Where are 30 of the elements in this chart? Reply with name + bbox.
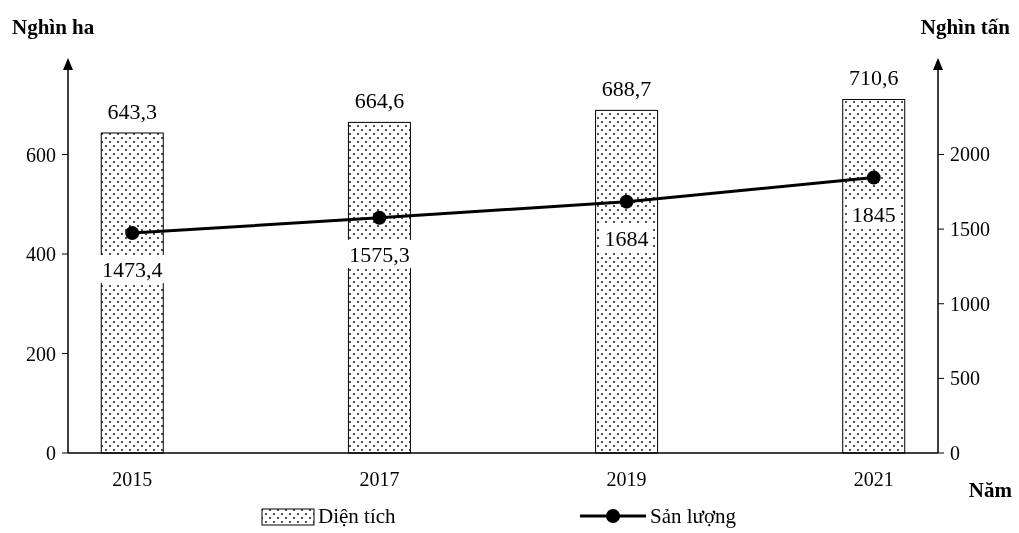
y-tick-label: 200 xyxy=(26,342,56,365)
y-axis-title: Nghìn ha xyxy=(12,15,95,39)
point xyxy=(619,194,634,209)
x-tick-label: 2017 xyxy=(359,468,400,490)
y-tick-label: 600 xyxy=(26,143,56,166)
data-label: 1684 xyxy=(604,225,649,251)
x-tick-label: 2019 xyxy=(606,468,647,490)
data-label: 1575,3 xyxy=(349,241,410,267)
data-label: 1845 xyxy=(851,201,896,227)
y2-tick-label: 1500 xyxy=(950,218,990,241)
data-label: 643,3 xyxy=(107,98,158,124)
y2-tick-label: 1000 xyxy=(950,292,990,315)
y-tick-label: 400 xyxy=(26,243,56,266)
x-tick-label: 2015 xyxy=(112,468,153,490)
data-label: 1473,4 xyxy=(102,257,163,283)
y2-tick-label: 500 xyxy=(950,367,980,390)
y2-axis-title: Nghìn tấn xyxy=(920,15,1011,39)
y-tick-label: 0 xyxy=(46,442,56,464)
point xyxy=(125,226,140,241)
point xyxy=(372,210,387,225)
data-label: 664,6 xyxy=(354,88,405,114)
data-label: 710,6 xyxy=(848,65,899,91)
legend-label: Diện tích xyxy=(318,504,397,528)
data-label: 688,7 xyxy=(601,76,652,102)
y2-tick-label: 2000 xyxy=(950,143,990,166)
point xyxy=(866,170,881,185)
x-axis-title: Năm xyxy=(968,478,1013,502)
x-tick-label: 2021 xyxy=(853,468,894,490)
y2-tick-label: 0 xyxy=(950,442,960,464)
legend-label: Sản lượng xyxy=(650,504,737,528)
